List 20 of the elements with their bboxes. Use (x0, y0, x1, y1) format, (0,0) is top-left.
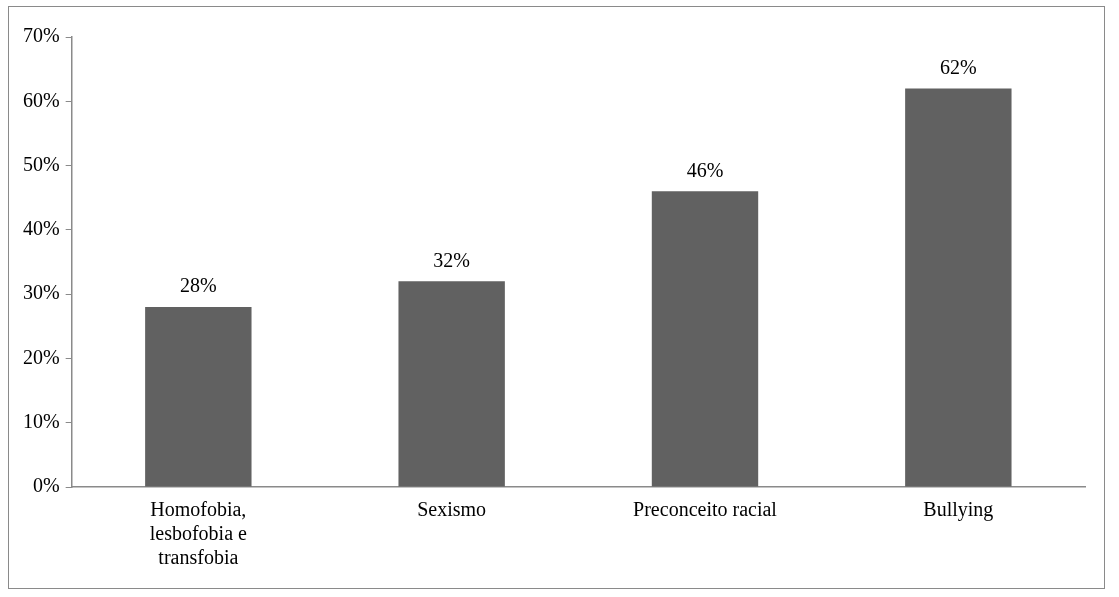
data-label: 28% (179, 274, 217, 297)
x-tick-label: Sexismo (417, 498, 487, 521)
y-tick-label: 70% (22, 24, 60, 47)
y-tick-label: 50% (22, 152, 60, 175)
y-tick-label: 0% (32, 474, 60, 497)
data-label: 32% (433, 248, 470, 271)
data-label: 46% (686, 158, 724, 181)
data-label: 62% (940, 55, 977, 78)
y-tick-label: 20% (22, 345, 60, 368)
y-tick-label: 10% (22, 409, 60, 432)
y-tick-label: 40% (22, 217, 60, 240)
bar (651, 191, 759, 487)
bar (905, 88, 1012, 487)
x-tick-label: Bullying (923, 498, 994, 522)
bar (398, 281, 505, 487)
y-tick-label: 30% (22, 281, 60, 304)
x-tick-label: Homofobia, lesbofobia e transfobia (149, 498, 248, 569)
bar (145, 307, 252, 487)
x-tick-label: Preconceito racial (633, 498, 778, 521)
y-tick-label: 60% (22, 88, 60, 111)
